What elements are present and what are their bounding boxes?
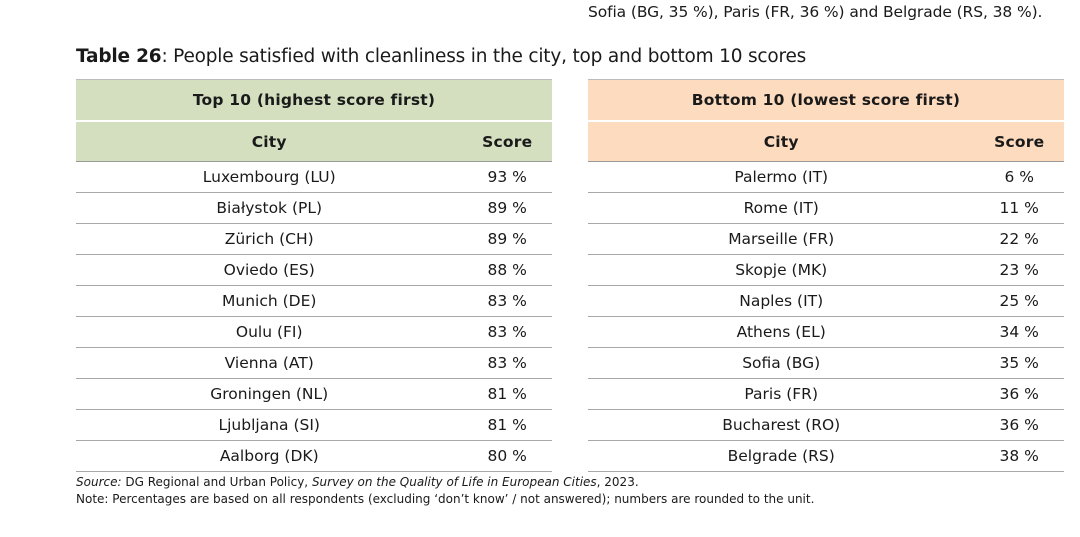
score-cell: 93 % [462,161,552,193]
score-cell: 6 % [974,161,1064,193]
intro-text-tail: Sofia (BG, 35 %), Paris (FR, 36 %) and B… [588,3,1043,21]
city-cell: Belgrade (RS) [588,440,975,472]
source-label: Source: [76,475,122,489]
score-cell: 81 % [462,378,552,410]
city-cell: Ljubljana (SI) [76,409,463,441]
table-row: Paris (FR) 36 % [588,378,1064,410]
score-cell: 22 % [974,223,1064,255]
city-cell: Munich (DE) [76,285,463,317]
table-row: Vienna (AT) 83 % [76,347,552,379]
score-cell: 34 % [974,316,1064,348]
table-row: Luxembourg (LU) 93 % [76,161,552,193]
table-caption: : People satisfied with cleanliness in t… [161,46,807,67]
table-row: Groningen (NL) 81 % [76,378,552,410]
city-cell: Naples (IT) [588,285,975,317]
bottom-col-score: Score [974,121,1064,162]
city-cell: Aalborg (DK) [76,440,463,472]
table-number: Table 26 [76,46,162,67]
table-row: Skopje (MK) 23 % [588,254,1064,286]
table-row: Sofia (BG) 35 % [588,347,1064,379]
city-cell: Luxembourg (LU) [76,161,463,193]
city-cell: Athens (EL) [588,316,975,348]
table-row: Athens (EL) 34 % [588,316,1064,348]
score-cell: 81 % [462,409,552,441]
table-row: Marseille (FR) 22 % [588,223,1064,255]
city-cell: Zürich (CH) [76,223,463,255]
table-row: Zürich (CH) 89 % [76,223,552,255]
bottom-col-city: City [588,121,975,162]
city-cell: Sofia (BG) [588,347,975,379]
score-cell: 89 % [462,192,552,224]
city-cell: Marseille (FR) [588,223,975,255]
table-row: Belgrade (RS) 38 % [588,440,1064,472]
top-10-table: Top 10 (highest score first) City Score … [76,79,552,472]
source-org: DG Regional and Urban Policy, [121,475,312,489]
score-cell: 35 % [974,347,1064,379]
top-10-heading: Top 10 (highest score first) [76,79,552,122]
city-cell: Paris (FR) [588,378,975,410]
score-cell: 36 % [974,378,1064,410]
bottom-10-table: Bottom 10 (lowest score first) City Scor… [588,79,1064,472]
top-10-rows: Luxembourg (LU) 93 % Białystok (PL) 89 % Z… [76,161,552,472]
table-row: Munich (DE) 83 % [76,285,552,317]
table-row: Aalborg (DK) 80 % [76,440,552,472]
score-cell: 89 % [462,223,552,255]
note-line: Note: Percentages are based on all respo… [76,492,815,506]
city-cell: Oulu (FI) [76,316,463,348]
score-cell: 11 % [974,192,1064,224]
city-cell: Palermo (IT) [588,161,975,193]
score-cell: 38 % [974,440,1064,472]
table-row: Bucharest (RO) 36 % [588,409,1064,441]
source-year: , 2023. [596,475,639,489]
top-col-score: Score [462,121,552,162]
city-cell: Bucharest (RO) [588,409,975,441]
table-row: Ljubljana (SI) 81 % [76,409,552,441]
table-row: Palermo (IT) 6 % [588,161,1064,193]
table-row: Rome (IT) 11 % [588,192,1064,224]
score-cell: 83 % [462,316,552,348]
score-cell: 25 % [974,285,1064,317]
table-row: Naples (IT) 25 % [588,285,1064,317]
table-row: Białystok (PL) 89 % [76,192,552,224]
city-cell: Skopje (MK) [588,254,975,286]
score-cell: 36 % [974,409,1064,441]
score-cell: 83 % [462,347,552,379]
city-cell: Groningen (NL) [76,378,463,410]
source-line: Source: DG Regional and Urban Policy, Su… [76,475,639,489]
score-cell: 83 % [462,285,552,317]
table-title: Table 26: People satisfied with cleanlin… [76,46,806,67]
source-survey-title: Survey on the Quality of Life in Europea… [311,475,597,489]
bottom-10-rows: Palermo (IT) 6 % Rome (IT) 11 % Marseille … [588,161,1064,472]
city-cell: Rome (IT) [588,192,975,224]
bottom-10-heading: Bottom 10 (lowest score first) [588,79,1064,122]
table-row: Oulu (FI) 83 % [76,316,552,348]
score-cell: 88 % [462,254,552,286]
score-cell: 80 % [462,440,552,472]
city-cell: Białystok (PL) [76,192,463,224]
top-col-city: City [76,121,463,162]
city-cell: Oviedo (ES) [76,254,463,286]
city-cell: Vienna (AT) [76,347,463,379]
table-row: Oviedo (ES) 88 % [76,254,552,286]
score-cell: 23 % [974,254,1064,286]
